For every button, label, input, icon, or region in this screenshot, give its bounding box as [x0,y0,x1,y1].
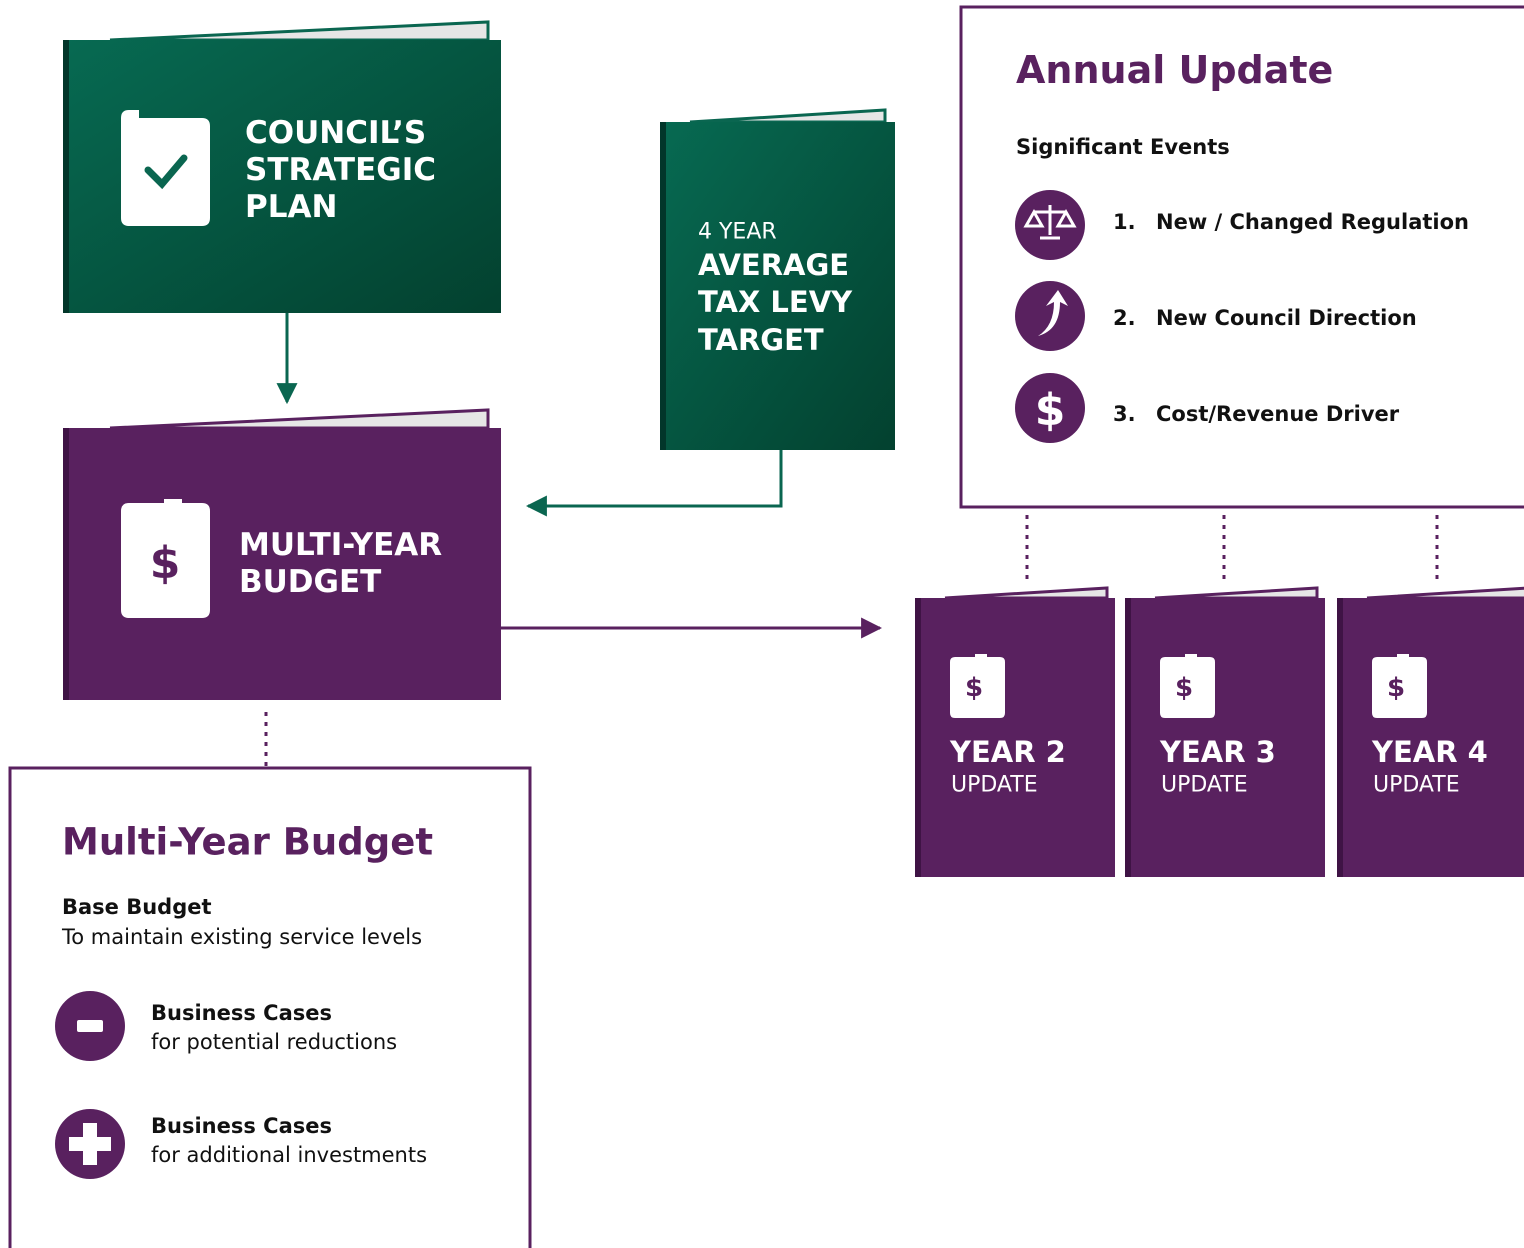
page: COUNCIL’S STRATEGIC PLAN 4 YEAR AVERAGE … [0,0,1524,1248]
base-title: Base Budget [62,895,212,919]
diagram: COUNCIL’S STRATEGIC PLAN 4 YEAR AVERAGE … [0,0,1524,1248]
update-subtitle: UPDATE [1373,773,1460,798]
base-text: To maintain existing service levels [61,925,422,949]
icon-text: $ [965,673,983,703]
panel-title: Multi-Year Budget [62,821,433,864]
book-text: COUNCIL’S [245,115,426,151]
book-text: PLAN [245,189,337,225]
strategic-plan-book: COUNCIL’S STRATEGIC PLAN [63,22,501,313]
update-subtitle: UPDATE [951,773,1038,798]
book-spine [915,598,921,877]
icon-text: $ [150,538,181,589]
arrow [528,450,781,506]
book-pages [945,588,1107,598]
book-pages [1155,588,1317,598]
update-book: $ YEAR 2 UPDATE [915,588,1115,877]
event-number: 3. [1113,402,1136,426]
panel-subtitle: Significant Events [1016,135,1230,159]
tax-levy-book: 4 YEAR AVERAGE TAX LEVY TARGET [660,110,895,450]
event-number: 2. [1113,306,1136,330]
update-subtitle: UPDATE [1161,773,1248,798]
book-text: 4 YEAR [698,220,777,245]
update-title: YEAR 2 [949,735,1066,769]
case-text: for additional investments [151,1143,427,1167]
multi-year-budget-book: $ MULTI-YEAR BUDGET [63,410,501,700]
update-title: YEAR 3 [1159,735,1276,769]
book-text: MULTI-YEAR [239,527,442,563]
book-spine [1337,598,1343,877]
update-title: YEAR 4 [1371,735,1488,769]
book-pages [1367,588,1524,598]
event-label: Cost/Revenue Driver [1156,402,1400,426]
update-books: $ YEAR 2 UPDATE $ YEAR 3 UPDATE $ YEAR 4 UPDATE [915,588,1524,877]
update-book: $ YEAR 4 UPDATE [1337,588,1524,877]
book-text: TAX LEVY [698,285,853,319]
book-text: BUDGET [239,564,381,600]
budget-panel: Multi-Year Budget Base Budget To maintai… [10,768,530,1248]
panel-title: Annual Update [1016,48,1333,92]
case-text: for potential reductions [151,1030,397,1054]
book-text: STRATEGIC [245,152,436,188]
book-spine [1125,598,1131,877]
book-text: TARGET [698,323,824,357]
event-label: New Council Direction [1156,306,1417,330]
dotted-connectors [1027,515,1437,582]
case-title: Business Cases [151,1001,332,1025]
event-number: 1. [1113,210,1136,234]
case-title: Business Cases [151,1114,332,1138]
icon-text: $ [1175,673,1193,703]
icon-text: $ [1035,385,1066,436]
book-text: AVERAGE [698,248,849,282]
icon-text: $ [1387,673,1405,703]
event-label: New / Changed Regulation [1156,210,1469,234]
annual-update-panel: Annual Update Significant Events $ 1. Ne… [961,7,1524,507]
update-book: $ YEAR 3 UPDATE [1125,588,1325,877]
